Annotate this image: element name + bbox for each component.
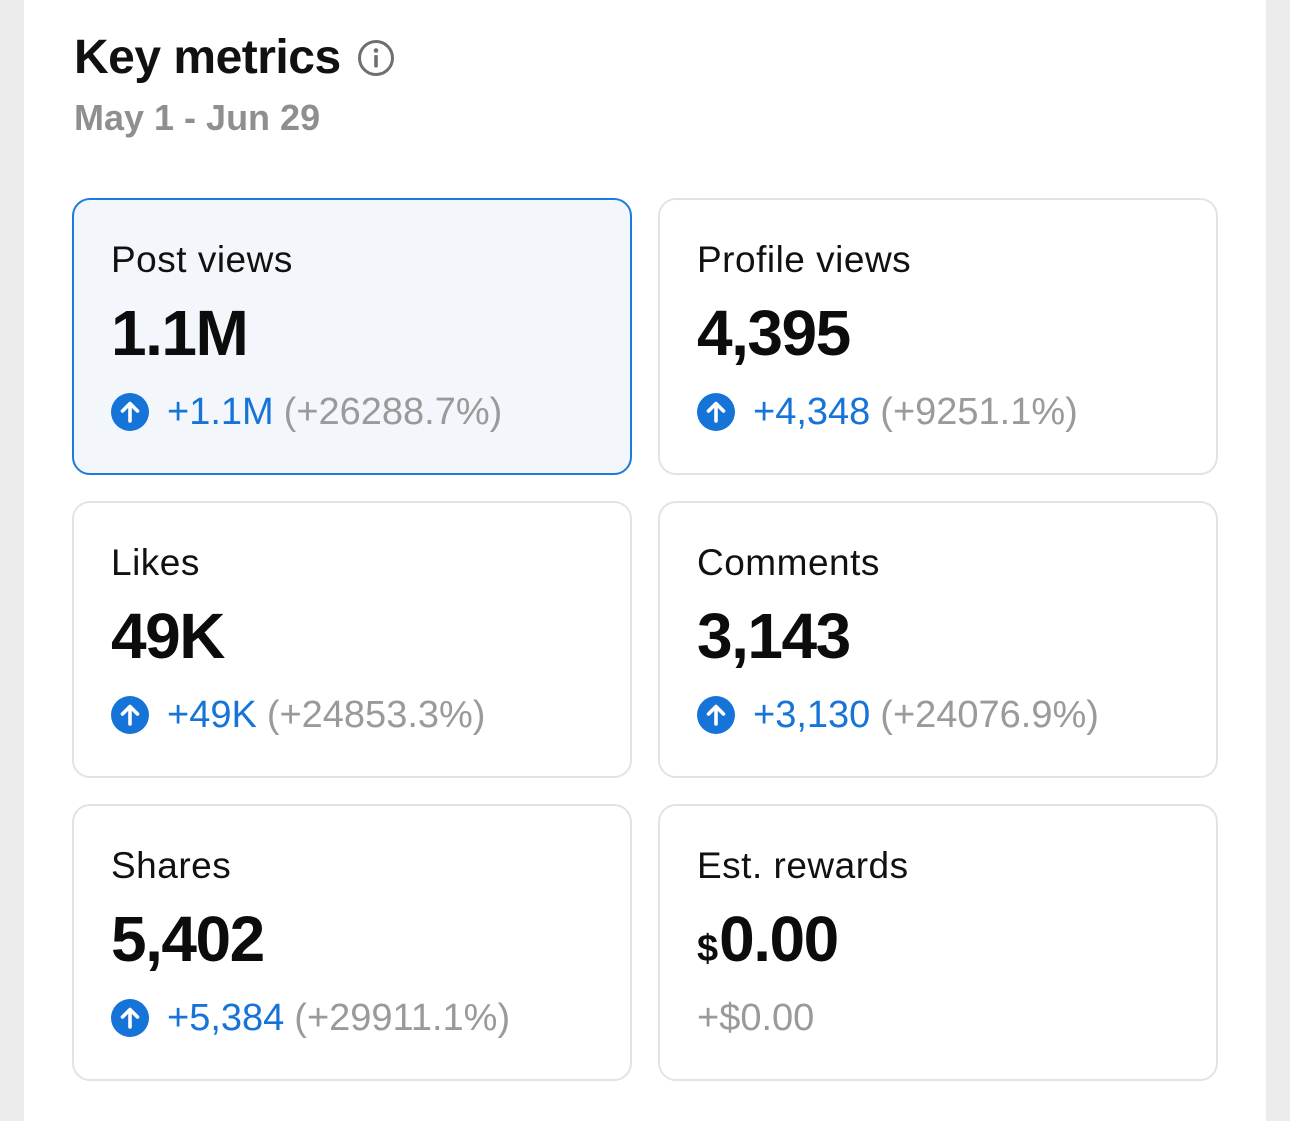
metric-card-comments[interactable]: Comments 3,143 +3,130 (+24076.9%) [658, 501, 1218, 778]
currency-symbol: $ [697, 928, 719, 970]
metric-percent: (+29911.1%) [294, 997, 511, 1039]
metric-label: Est. rewards [697, 845, 909, 886]
metric-value: 3,143 [697, 600, 851, 672]
metric-percent: (+24853.3%) [266, 694, 486, 736]
metric-card-profile-views[interactable]: Profile views 4,395 +4,348 (+9251.1%) [658, 198, 1218, 475]
metric-change: +5,384 (+29911.1%) [111, 996, 630, 1040]
metric-percent: (+9251.1%) [880, 391, 1078, 433]
metric-percent: (+26288.7%) [283, 391, 503, 433]
metric-value: 0.00 [719, 903, 839, 975]
arrow-up-circle-icon [697, 696, 735, 734]
metric-delta: +49K [167, 694, 257, 736]
arrow-up-circle-icon [111, 393, 149, 431]
metric-value: 5,402 [111, 903, 265, 975]
arrow-up-circle-icon [111, 696, 149, 734]
metric-delta: +4,348 [753, 391, 871, 433]
arrow-up-circle-icon [697, 393, 735, 431]
page-title: Key metrics [74, 31, 341, 84]
metric-value: 1.1M [111, 297, 249, 369]
metrics-grid: Post views 1.1M +1.1M (+26288.7%) Profil… [72, 198, 1218, 1081]
arrow-up-circle-icon [111, 999, 149, 1037]
metric-label: Post views [111, 239, 293, 280]
metric-change: +4,348 (+9251.1%) [697, 390, 1216, 434]
metric-card-likes[interactable]: Likes 49K +49K (+24853.3%) [72, 501, 632, 778]
metric-label: Profile views [697, 239, 912, 280]
metric-value-row: $0.00 [697, 904, 1216, 974]
key-metrics-panel: Key metrics May 1 - Jun 29 Post views 1.… [24, 0, 1266, 1121]
metric-label: Comments [697, 542, 880, 583]
metric-label: Likes [111, 542, 200, 583]
metric-change: +3,130 (+24076.9%) [697, 693, 1216, 737]
metric-card-est-rewards[interactable]: Est. rewards $0.00 +$0.00 [658, 804, 1218, 1081]
metric-delta: +3,130 [753, 694, 871, 736]
info-icon[interactable] [357, 39, 395, 77]
metric-change: +1.1M (+26288.7%) [111, 390, 630, 434]
metric-delta: +$0.00 [697, 997, 815, 1039]
metric-change: +$0.00 [697, 996, 1216, 1040]
metric-card-post-views[interactable]: Post views 1.1M +1.1M (+26288.7%) [72, 198, 632, 475]
metric-delta: +5,384 [167, 997, 285, 1039]
date-range: May 1 - Jun 29 [74, 97, 321, 138]
metric-delta: +1.1M [167, 391, 274, 433]
metric-value: 49K [111, 600, 225, 672]
metric-label: Shares [111, 845, 232, 886]
metric-value: 4,395 [697, 297, 851, 369]
metric-card-shares[interactable]: Shares 5,402 +5,384 (+29911.1%) [72, 804, 632, 1081]
metric-change: +49K (+24853.3%) [111, 693, 630, 737]
key-metrics-header: Key metrics May 1 - Jun 29 [74, 30, 874, 140]
metric-percent: (+24076.9%) [880, 694, 1099, 736]
title-row: Key metrics [74, 30, 874, 86]
